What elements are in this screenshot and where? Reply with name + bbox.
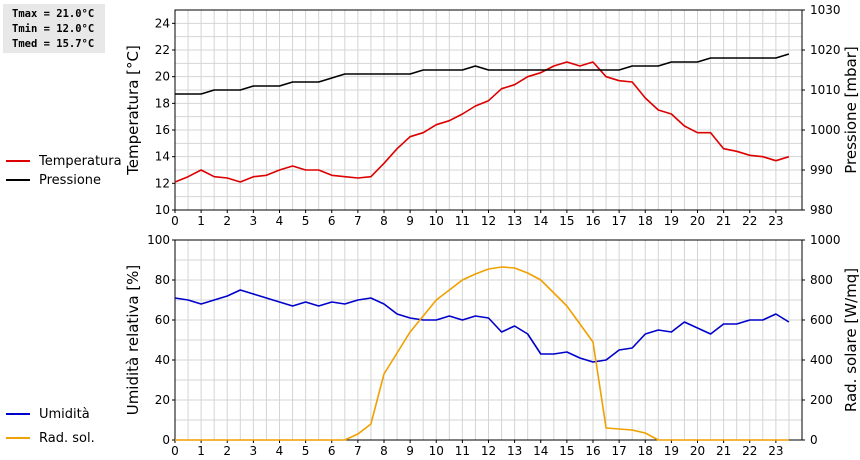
x-tick-label: 11 <box>455 444 470 458</box>
y-right-tick-label: 200 <box>810 393 833 407</box>
x-tick-label: 10 <box>429 444 444 458</box>
y-right-tick-label: 1010 <box>810 83 841 97</box>
x-tick-label: 11 <box>455 214 470 228</box>
y-left-tick-label: 60 <box>155 313 170 327</box>
y-left-tick-label: 100 <box>147 233 170 247</box>
y-right-tick-label: 1030 <box>810 3 841 17</box>
y-right-tick-label: 800 <box>810 273 833 287</box>
chart-panel-2: 0 1 2 3 4 5 6 7 8 9 10 11 12 13 14 15 16 17 18 19 20 21 22 2302… <box>6 233 860 458</box>
y-right-tick-label: 400 <box>810 353 833 367</box>
series-line-umidit <box>174 289 790 363</box>
y-left-tick-label: 12 <box>155 176 170 190</box>
x-tick-label: 18 <box>638 214 653 228</box>
x-tick-label: 0 <box>171 444 179 458</box>
y-left-tick-label: 22 <box>155 43 170 57</box>
x-tick-label: 12 <box>481 444 496 458</box>
y-left-axis-label: Temperatura [°C] <box>124 45 142 176</box>
y-right-axis-label: Pressione [mbar] <box>842 46 860 174</box>
y-right-tick-label: 1020 <box>810 43 841 57</box>
x-tick-label: 14 <box>533 214 548 228</box>
x-tick-label: 23 <box>768 444 783 458</box>
y-right-axis-label: Rad. solare [W/mq] <box>842 268 860 412</box>
x-tick-label: 18 <box>638 444 653 458</box>
x-tick-label: 19 <box>664 214 679 228</box>
x-tick-label: 14 <box>533 444 548 458</box>
tmed-label: Tmed = 15.7°C <box>12 38 95 50</box>
x-tick-label: 8 <box>380 444 388 458</box>
grid <box>174 239 803 441</box>
y-right-tick-label: 1000 <box>810 123 841 137</box>
x-tick-label: 1 <box>197 214 205 228</box>
y-left-tick-label: 80 <box>155 273 170 287</box>
x-tick-label: 13 <box>507 444 522 458</box>
y-left-tick-label: 40 <box>155 353 170 367</box>
x-tick-label: 1 <box>197 444 205 458</box>
y-left-tick-label: 10 <box>155 203 170 217</box>
series-line-rad-sol <box>175 266 789 441</box>
y-left-axis-label: Umidità relativa [%] <box>124 265 142 416</box>
y-left-tick-label: 14 <box>155 150 170 164</box>
x-tick-label: 15 <box>559 444 574 458</box>
y-right-tick-label: 980 <box>810 203 833 217</box>
y-right-tick-label: 1000 <box>810 233 841 247</box>
y-left-tick-label: 16 <box>155 123 170 137</box>
x-tick-label: 17 <box>611 214 626 228</box>
y-left-tick-label: 20 <box>155 393 170 407</box>
x-tick-label: 15 <box>559 214 574 228</box>
y-right-tick-label: 990 <box>810 163 833 177</box>
x-tick-label: 12 <box>481 214 496 228</box>
x-tick-label: 9 <box>406 214 414 228</box>
x-tick-label: 13 <box>507 214 522 228</box>
x-tick-label: 23 <box>768 214 783 228</box>
x-tick-label: 16 <box>585 444 600 458</box>
x-tick-label: 2 <box>223 444 231 458</box>
x-tick-label: 10 <box>429 214 444 228</box>
x-tick-label: 7 <box>354 444 362 458</box>
series-line-pressione <box>175 53 790 95</box>
x-tick-label: 17 <box>611 444 626 458</box>
x-tick-label: 8 <box>380 214 388 228</box>
x-tick-label: 16 <box>585 214 600 228</box>
x-tick-label: 3 <box>250 444 258 458</box>
y-left-tick-label: 20 <box>155 70 170 84</box>
legend-label: Pressione <box>39 173 101 188</box>
tmax-label: Tmax = 21.0°C <box>12 8 95 20</box>
y-left-tick-label: 18 <box>155 96 170 110</box>
x-tick-label: 20 <box>690 214 705 228</box>
x-tick-label: 4 <box>276 444 284 458</box>
legend-label: Temperatura <box>38 154 122 169</box>
stats-box: Tmax = 21.0°C Tmin = 12.0°C Tmed = 15.7°… <box>3 4 105 53</box>
x-tick-label: 2 <box>223 214 231 228</box>
tmin-label: Tmin = 12.0°C <box>12 23 95 35</box>
x-tick-label: 20 <box>690 444 705 458</box>
x-tick-label: 6 <box>328 444 336 458</box>
y-right-tick-label: 600 <box>810 313 833 327</box>
x-tick-label: 5 <box>302 444 310 458</box>
y-left-tick-label: 24 <box>155 16 170 30</box>
grid <box>174 9 803 211</box>
x-tick-label: 6 <box>328 214 336 228</box>
x-tick-label: 21 <box>716 444 731 458</box>
y-right-tick-label: 0 <box>810 433 818 447</box>
x-tick-label: 19 <box>664 444 679 458</box>
legend-label: Rad. sol. <box>39 431 95 446</box>
legend-label: Umidità <box>39 407 90 422</box>
x-tick-label: 21 <box>716 214 731 228</box>
x-tick-label: 22 <box>742 214 757 228</box>
x-tick-label: 3 <box>250 214 258 228</box>
y-left-tick-label: 0 <box>162 433 170 447</box>
x-tick-label: 22 <box>742 444 757 458</box>
chart-panel-1: 0 1 2 3 4 5 6 7 8 9 10 11 12 13 14 15 16 17 18 19 20 21 22 2310… <box>6 3 860 228</box>
x-tick-label: 9 <box>406 444 414 458</box>
x-tick-label: 0 <box>171 214 179 228</box>
series-line-temperatura <box>174 61 790 183</box>
x-tick-label: 5 <box>302 214 310 228</box>
x-tick-label: 4 <box>276 214 284 228</box>
x-tick-label: 7 <box>354 214 362 228</box>
